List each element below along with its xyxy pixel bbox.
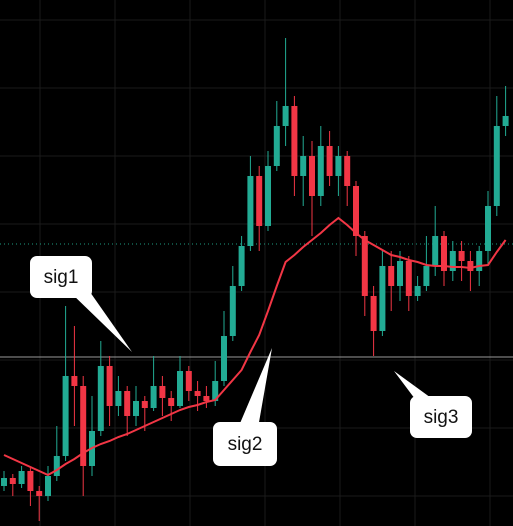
candle-body (80, 386, 87, 466)
candle-body (379, 266, 386, 331)
candle-body (335, 156, 342, 176)
candle-body (291, 106, 298, 176)
candle-body (124, 391, 131, 416)
candle-body (458, 251, 465, 261)
candle-body (1, 478, 7, 486)
candle-body (282, 106, 289, 126)
callout-box (410, 396, 472, 438)
candle-body (414, 286, 421, 296)
callout: sig2 (213, 348, 277, 466)
candle-body (309, 156, 315, 196)
candle-body (326, 146, 333, 176)
candle-body (229, 286, 236, 336)
candle-body (106, 366, 113, 406)
candle-body (9, 478, 16, 484)
candle-body (27, 471, 34, 491)
callout-pointer (70, 292, 132, 352)
candle-body (97, 366, 104, 431)
candle-body (265, 166, 271, 226)
moving-average-line (3, 216, 507, 477)
candle-body (397, 261, 403, 286)
candle-body (62, 376, 69, 456)
candle-body (300, 156, 307, 176)
plot-area (0, 38, 513, 521)
candle-body (238, 246, 245, 286)
candle-body (141, 401, 148, 408)
candle-body (256, 176, 263, 226)
candle-body (361, 236, 368, 296)
candle-body (168, 398, 175, 406)
candle-body (344, 156, 351, 186)
candle-body (476, 251, 483, 271)
callout-pointer (394, 371, 438, 403)
candle-body (53, 456, 60, 476)
candle-body (133, 401, 139, 416)
candle-body (405, 261, 412, 296)
candle-body (502, 116, 509, 126)
candle-body (370, 296, 377, 331)
candle-body (177, 371, 183, 406)
callout-box (213, 422, 277, 466)
candle-body (485, 206, 491, 251)
candle-body (212, 381, 219, 401)
candle-body (150, 386, 157, 408)
candle-body (441, 236, 447, 271)
candle-body (185, 371, 192, 391)
candle-body (203, 396, 210, 401)
callout-label: sig2 (228, 434, 263, 455)
candle-body (317, 146, 324, 196)
candle-body (353, 186, 359, 236)
candle-body (449, 251, 456, 271)
callout-pointer (238, 348, 272, 428)
callout-box (30, 256, 92, 298)
candle-body (247, 176, 254, 246)
candle-body (159, 386, 166, 398)
candle-body (388, 266, 395, 286)
candle-body (36, 491, 43, 496)
candle-body (45, 476, 51, 496)
candle-body (71, 376, 78, 386)
candle-body (467, 261, 474, 271)
candle-body (221, 336, 227, 381)
callout-label: sig1 (44, 267, 79, 288)
candle-body (423, 266, 430, 286)
candle-body (493, 126, 500, 206)
candle-body (194, 391, 201, 396)
callout-label: sig3 (424, 407, 459, 428)
candle-body (432, 236, 439, 266)
candle-body (273, 126, 280, 166)
callout: sig3 (394, 371, 472, 438)
callout: sig1 (30, 256, 132, 352)
candle-body (18, 471, 25, 484)
candle-body (115, 391, 122, 406)
